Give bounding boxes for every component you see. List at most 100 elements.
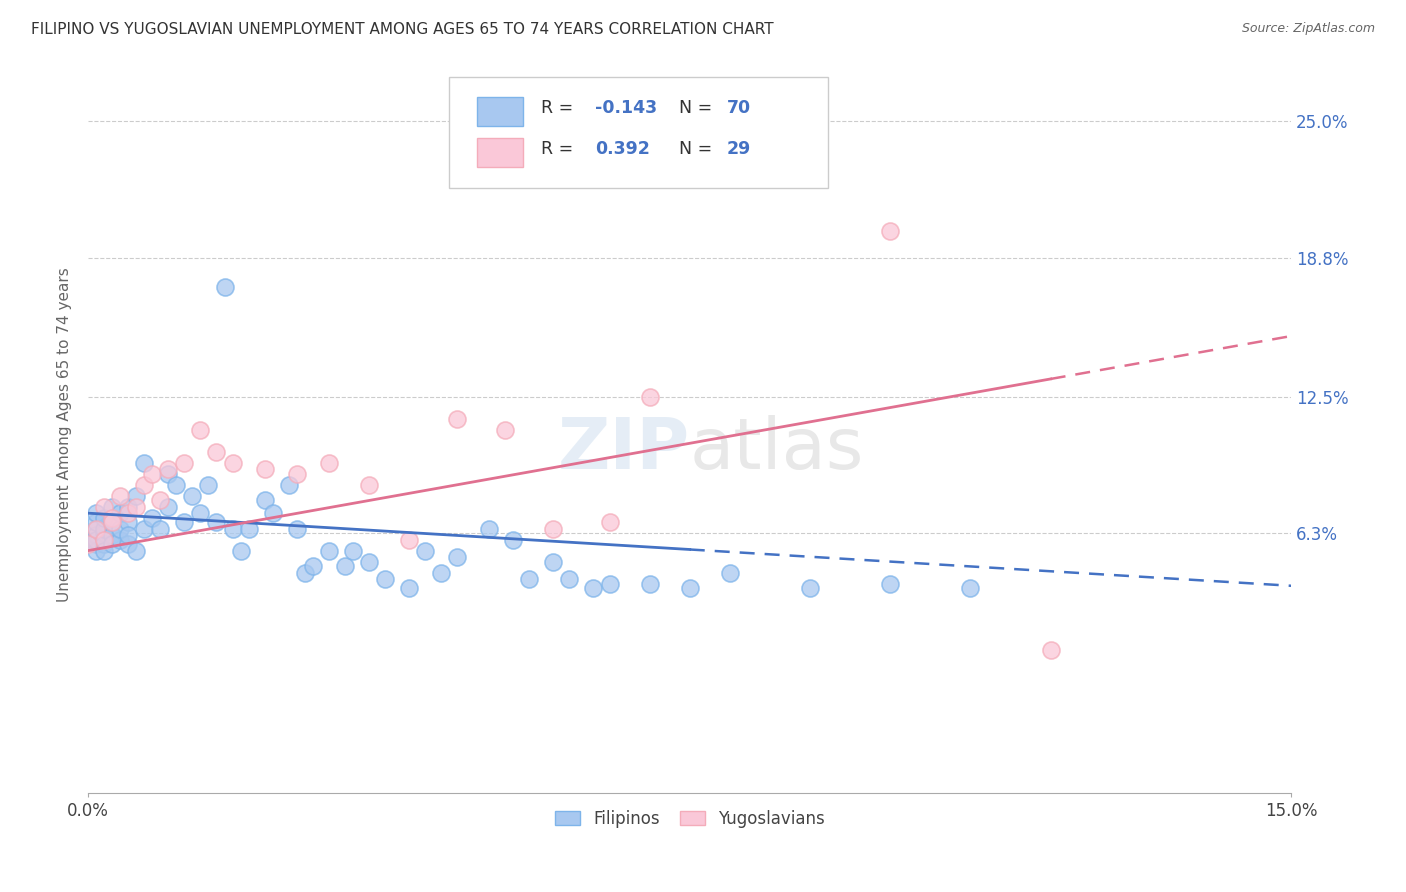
Point — [101, 500, 124, 514]
Legend: Filipinos, Yugoslavians: Filipinos, Yugoslavians — [548, 803, 831, 834]
Point — [253, 493, 276, 508]
Text: -0.143: -0.143 — [595, 99, 657, 117]
Point — [84, 522, 107, 536]
Point — [84, 533, 107, 547]
Point — [101, 515, 124, 529]
Point — [190, 423, 212, 437]
Point — [333, 559, 356, 574]
Point — [599, 576, 621, 591]
Point — [879, 225, 901, 239]
Point — [125, 489, 148, 503]
Text: N =: N = — [679, 99, 717, 117]
Point — [879, 576, 901, 591]
Point — [446, 550, 468, 565]
Point — [285, 467, 308, 481]
Point — [84, 528, 107, 542]
FancyBboxPatch shape — [477, 97, 523, 126]
FancyBboxPatch shape — [449, 78, 828, 188]
Text: 0.392: 0.392 — [595, 140, 650, 158]
Point — [157, 467, 180, 481]
Point — [77, 533, 100, 547]
Point — [110, 506, 132, 520]
Point — [84, 537, 107, 551]
Point — [117, 515, 139, 529]
Text: 70: 70 — [727, 99, 751, 117]
Point — [101, 528, 124, 542]
Point — [117, 500, 139, 514]
Point — [84, 543, 107, 558]
Point — [599, 515, 621, 529]
Point — [84, 506, 107, 520]
Point — [398, 533, 420, 547]
Point — [318, 543, 340, 558]
Point — [117, 537, 139, 551]
Point — [285, 522, 308, 536]
Y-axis label: Unemployment Among Ages 65 to 74 years: Unemployment Among Ages 65 to 74 years — [58, 268, 72, 602]
Point — [582, 581, 605, 595]
Point — [502, 533, 524, 547]
Point — [543, 555, 565, 569]
Point — [134, 477, 156, 491]
Point — [430, 566, 453, 580]
Point — [413, 543, 436, 558]
Point — [221, 456, 243, 470]
Point — [205, 515, 228, 529]
Point — [173, 456, 195, 470]
Point — [77, 537, 100, 551]
Point — [93, 543, 115, 558]
Point — [84, 515, 107, 529]
Point — [110, 522, 132, 536]
Point — [959, 581, 981, 595]
Point — [253, 462, 276, 476]
Point — [134, 522, 156, 536]
Text: FILIPINO VS YUGOSLAVIAN UNEMPLOYMENT AMONG AGES 65 TO 74 YEARS CORRELATION CHART: FILIPINO VS YUGOSLAVIAN UNEMPLOYMENT AMO… — [31, 22, 773, 37]
Point — [494, 423, 516, 437]
Point — [478, 522, 501, 536]
Point — [165, 477, 187, 491]
Point — [93, 522, 115, 536]
Point — [374, 572, 396, 586]
Text: R =: R = — [540, 140, 578, 158]
Point — [93, 533, 115, 547]
Point — [149, 522, 172, 536]
Point — [181, 489, 204, 503]
Point — [93, 537, 115, 551]
Point — [93, 510, 115, 524]
Point — [134, 456, 156, 470]
Point — [638, 390, 661, 404]
Point — [110, 533, 132, 547]
Text: ZIP: ZIP — [558, 415, 690, 483]
Point — [141, 467, 163, 481]
Point — [197, 477, 219, 491]
Point — [446, 411, 468, 425]
Point — [638, 576, 661, 591]
Point — [1039, 642, 1062, 657]
Point — [117, 528, 139, 542]
Point — [301, 559, 323, 574]
Point — [357, 555, 380, 569]
Point — [294, 566, 316, 580]
Point — [799, 581, 821, 595]
Point — [93, 526, 115, 541]
Point — [221, 522, 243, 536]
Point — [101, 510, 124, 524]
Point — [543, 522, 565, 536]
Point — [125, 500, 148, 514]
Text: N =: N = — [679, 140, 717, 158]
Point — [558, 572, 581, 586]
Point — [398, 581, 420, 595]
Text: Source: ZipAtlas.com: Source: ZipAtlas.com — [1241, 22, 1375, 36]
Point — [229, 543, 252, 558]
Text: atlas: atlas — [690, 415, 865, 483]
Point — [125, 543, 148, 558]
Point — [357, 477, 380, 491]
Point — [173, 515, 195, 529]
Point — [205, 444, 228, 458]
Point — [101, 537, 124, 551]
Point — [84, 522, 107, 536]
Point — [149, 493, 172, 508]
Text: R =: R = — [540, 99, 578, 117]
Point — [190, 506, 212, 520]
Point — [318, 456, 340, 470]
Point — [157, 462, 180, 476]
